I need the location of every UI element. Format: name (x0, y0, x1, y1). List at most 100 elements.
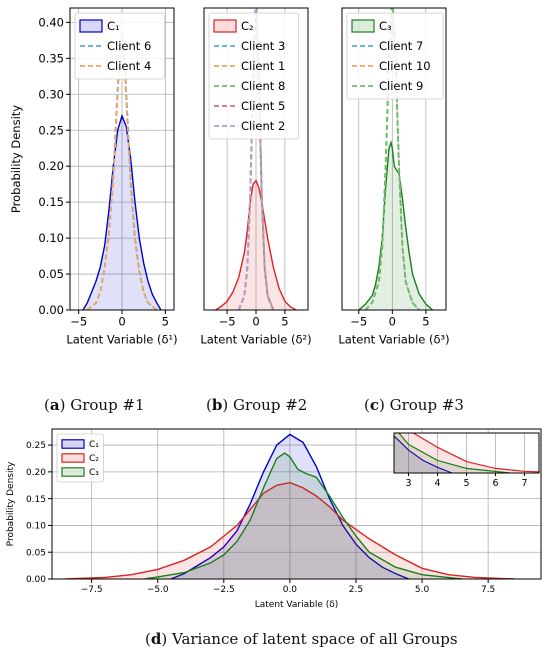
legend-label-1: Client 7 (379, 39, 423, 53)
legend: C₃ Client 7 Client 10 Client 9 (346, 12, 444, 100)
y-tick-label: 0.00 (38, 303, 64, 317)
inset-area-2 (394, 433, 510, 473)
panel-c-chart: −5 0 5 Latent Variable (δ³) C₃ Client 7 Client… (338, 7, 450, 346)
legend-label-0: C₁ (89, 440, 99, 450)
y-tick-label: 0.25 (26, 441, 46, 451)
inset-series-layer (394, 433, 539, 473)
series-area-1 (65, 482, 515, 579)
legend-label-1: C₂ (89, 454, 99, 464)
series-layer (215, 8, 297, 310)
x-tick-label: 5 (422, 315, 429, 329)
series-line-1 (65, 481, 515, 579)
y-tick-label: 0.30 (38, 87, 64, 101)
x-tick-label: −5 (350, 315, 367, 329)
x-tick-label: 0 (389, 315, 396, 329)
inset-line-2 (398, 433, 511, 473)
legend-swatch-2 (61, 467, 85, 477)
caption-a: (a) Group #1 (44, 396, 145, 414)
x-tick-label: 7.5 (481, 585, 495, 595)
legend: C₁ Client 6 Client 4 (74, 12, 165, 80)
series-dashed-line-3 (364, 8, 420, 310)
panel-a-chart: −5 0 5 0.00 0.05 0.10 0.15 0.20 0.25 0.30 0.35 0.40… (9, 7, 178, 346)
series-line-0 (215, 179, 297, 310)
inset-line-0 (394, 434, 453, 473)
series-area-0 (170, 434, 409, 579)
x-tick-label: 0 (252, 315, 259, 329)
legend-label-3: Client 8 (241, 79, 285, 93)
inset-x-tick-label: 3 (405, 478, 411, 489)
legend-swatch-0 (351, 19, 375, 33)
x-tick-label: −5 (219, 315, 236, 329)
series-area-0 (358, 142, 433, 310)
y-axis-label: Probability Density (6, 461, 16, 546)
y-tick-label: 0.35 (38, 51, 64, 65)
y-tick-label: 0.05 (38, 267, 64, 281)
caption-b: (b) Group #2 (206, 396, 308, 414)
inset-x-tick-label: 5 (463, 478, 469, 489)
x-axis-label: Latent Variable (δ) (255, 600, 339, 610)
legend-label-2: Client 10 (379, 59, 431, 73)
series-line-2 (144, 452, 462, 579)
x-tick-label: 5.0 (415, 585, 430, 595)
x-tick-label: 0.0 (283, 585, 298, 595)
y-tick-label: 0.00 (26, 575, 46, 585)
legend-swatch-0 (61, 439, 85, 449)
panel-b-chart: −5 0 5 Latent Variable (δ²) C₂ Client 3 Client… (200, 7, 312, 346)
series-area-2 (144, 453, 462, 579)
x-axis-label: Latent Variable (δ³) (338, 332, 449, 346)
series-layer (65, 433, 515, 579)
panel-d-chart: −7.5 −5.0 −2.5 0.0 2.5 5.0 7.5 0.00 0.05 0.10 0.15… (6, 428, 542, 610)
legend: C₁ C₂ C₃ (56, 433, 104, 483)
legend-box (346, 12, 444, 100)
series-area-0 (215, 180, 297, 310)
legend-swatch-1 (61, 453, 85, 463)
x-tick-label: 5 (281, 315, 288, 329)
legend-label-5: Client 2 (241, 119, 285, 133)
legend-label-0: C₃ (379, 19, 392, 33)
legend-label-4: Client 5 (241, 99, 285, 113)
y-tick-label: 0.25 (38, 123, 64, 137)
legend-label-0: C₁ (107, 19, 120, 33)
x-tick-label: −7.5 (81, 585, 103, 595)
series-line-0 (82, 113, 162, 310)
inset-chart: 3 4 5 6 7 (393, 432, 540, 489)
y-tick-label: 0.20 (38, 159, 64, 173)
legend-swatch-0 (213, 19, 237, 33)
x-tick-label: 5 (162, 315, 169, 329)
caption-c: (c) Group #3 (364, 396, 464, 414)
inset-x-tick-label: 4 (434, 478, 440, 489)
y-tick-label: 0.15 (38, 195, 64, 209)
legend-label-1: Client 3 (241, 39, 285, 53)
series-dashed-line-5 (237, 8, 275, 310)
legend-box (74, 12, 165, 80)
x-tick-label: −5.0 (147, 585, 169, 595)
inset-x-tick-label: 6 (492, 478, 498, 489)
x-axis-label: Latent Variable (δ²) (200, 332, 311, 346)
caption-d: (d) Variance of latent space of all Grou… (145, 630, 458, 648)
plot-frame (341, 7, 447, 311)
y-tick-label: 0.15 (26, 495, 46, 505)
inset-line-1 (412, 433, 539, 473)
legend-label-3: Client 9 (379, 79, 423, 93)
x-tick-label: 2.5 (349, 585, 363, 595)
legend-label-0: C₂ (241, 19, 254, 33)
legend-box (56, 433, 104, 483)
legend-swatch-0 (79, 19, 103, 33)
legend: C₂ Client 3 Client 1 Client 8 Client 5 Client… (208, 12, 299, 140)
series-area-0 (83, 115, 161, 310)
x-tick-label: −2.5 (213, 585, 235, 595)
y-axis-label: Probability Density (9, 105, 23, 213)
plot-frame (51, 428, 542, 580)
inset-area-0 (394, 435, 452, 473)
series-line-0 (170, 433, 410, 579)
legend-label-2: Client 4 (107, 59, 151, 73)
y-tick-label: 0.05 (26, 548, 46, 558)
x-tick-label: 0 (118, 315, 125, 329)
y-tick-label: 0.40 (38, 15, 64, 29)
legend-box (208, 12, 299, 140)
y-tick-label: 0.10 (26, 522, 46, 532)
series-layer (358, 8, 434, 310)
series-line-0 (358, 139, 434, 310)
x-tick-label: −5 (70, 315, 87, 329)
